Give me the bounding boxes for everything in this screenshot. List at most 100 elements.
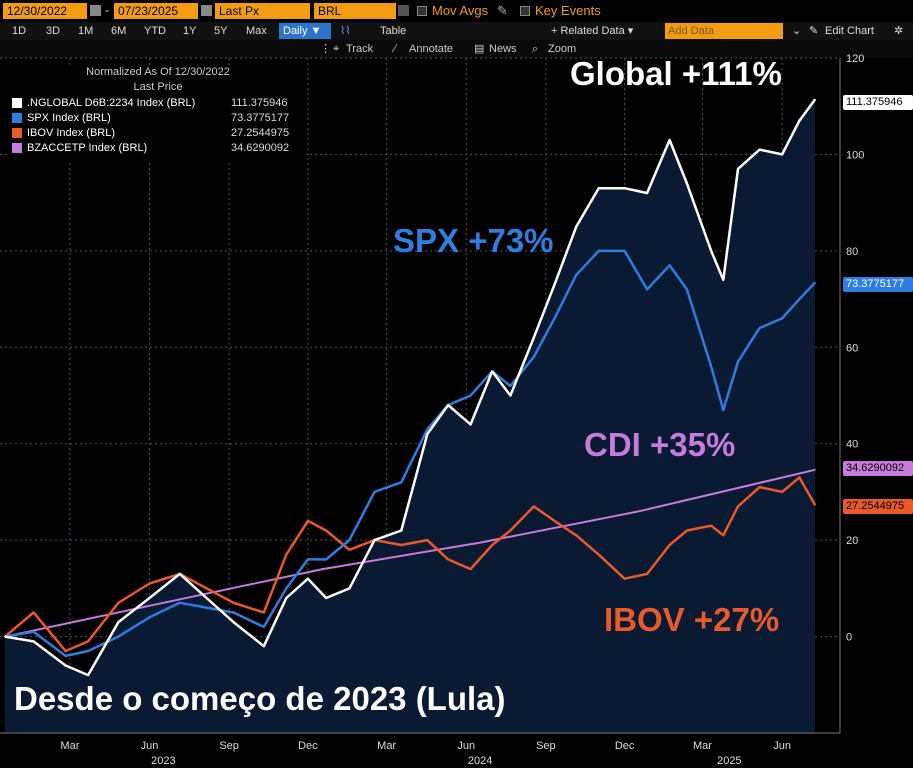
range-1d[interactable]: 1D xyxy=(12,25,27,37)
data-point xyxy=(781,153,783,156)
range-5y[interactable]: 5Y xyxy=(214,25,228,37)
data-point xyxy=(737,360,739,363)
data-point xyxy=(232,611,235,614)
legend-value: 73.3775177 xyxy=(231,112,290,124)
data-point xyxy=(668,139,671,141)
legend-swatch xyxy=(12,128,22,138)
data-point xyxy=(285,553,288,556)
range-3d[interactable]: 3D xyxy=(46,25,61,37)
axes: 0 20 40 60 80 100 120 Mar Jun Sep Dec Mar Jun Sep Dec M… xyxy=(0,53,864,767)
data-point xyxy=(447,404,449,406)
legend-subtitle: Last Price xyxy=(133,81,183,93)
data-point xyxy=(575,226,577,228)
range-6m[interactable]: 6M xyxy=(111,25,127,37)
chart-caption: Desde o começo de 2023 (Lula) xyxy=(14,680,506,717)
annotate-icon[interactable]: ⁄ xyxy=(394,43,396,55)
related-data-button[interactable]: + Related Data ▾ xyxy=(551,25,634,37)
data-point xyxy=(348,539,351,541)
data-point xyxy=(263,645,265,647)
x-tick-label: Dec xyxy=(298,740,318,752)
data-point xyxy=(553,283,556,286)
track-button[interactable]: Track xyxy=(346,43,374,55)
data-point xyxy=(575,534,577,537)
line-global xyxy=(4,98,817,677)
data-point xyxy=(87,640,89,643)
mov-avgs-checkbox[interactable] xyxy=(417,6,427,16)
data-point xyxy=(710,250,712,252)
field-selector[interactable]: Last Px xyxy=(215,3,310,19)
data-point xyxy=(491,370,494,373)
data-point xyxy=(575,274,577,276)
range-ytd[interactable]: YTD xyxy=(144,25,166,37)
line-chart-icon[interactable]: ⌇⌇ xyxy=(340,25,351,37)
zoom-button[interactable]: Zoom xyxy=(548,43,577,55)
legend-item-ibov[interactable]: IBOV Index (BRL) 27.2544975 xyxy=(12,126,304,140)
track-icon[interactable]: ⌖ xyxy=(333,43,340,55)
toolbar: 12/30/2022 - 07/23/2025 Last Px BRL Mov … xyxy=(0,0,913,22)
data-point xyxy=(814,98,816,101)
range-max[interactable]: Max xyxy=(246,25,267,37)
data-point xyxy=(205,587,208,590)
data-point xyxy=(758,486,761,488)
data-point xyxy=(479,541,481,544)
last-value-label-cdi: 34.6290092 xyxy=(843,461,913,476)
data-point xyxy=(722,534,725,537)
data-point xyxy=(686,182,688,185)
grip-icon: ⋮ xyxy=(320,43,331,55)
data-point xyxy=(781,317,783,320)
x-year-label: 2025 xyxy=(717,755,741,767)
edit-chart-icon[interactable]: ✎ xyxy=(809,25,819,37)
annotate-button[interactable]: Annotate xyxy=(409,43,454,55)
pencil-icon[interactable]: ✎ xyxy=(497,3,508,18)
data-point xyxy=(597,250,600,252)
legend-item-cdi[interactable]: BZACCETP Index (BRL) 34.6290092 xyxy=(12,141,304,155)
key-events-label[interactable]: Key Events xyxy=(535,3,601,18)
data-point xyxy=(205,597,208,599)
data-point xyxy=(597,187,600,189)
key-events-checkbox[interactable] xyxy=(520,6,530,16)
data-point xyxy=(469,423,472,426)
edit-chart-button[interactable]: Edit Chart xyxy=(825,25,874,37)
data-point xyxy=(509,529,512,532)
table-button[interactable]: Table xyxy=(380,25,407,37)
legend-value: 34.6290092 xyxy=(231,142,290,154)
x-tick-label: Mar xyxy=(693,740,712,752)
data-point xyxy=(426,539,429,541)
x-tick-label: Jun xyxy=(141,740,159,752)
area-fill-global xyxy=(5,99,815,733)
data-point xyxy=(162,602,165,604)
range-1y[interactable]: 1Y xyxy=(183,25,197,37)
data-point xyxy=(373,539,376,541)
data-point xyxy=(597,553,600,556)
annotation-spx: SPX +73% xyxy=(393,222,554,259)
range-1m[interactable]: 1M xyxy=(78,25,94,37)
news-icon[interactable]: ▤ xyxy=(474,43,485,55)
data-point xyxy=(325,529,327,532)
mov-avgs-label[interactable]: Mov Avgs xyxy=(432,3,489,18)
zoom-icon[interactable]: ⌕ xyxy=(532,43,539,55)
currency-selector[interactable]: BRL xyxy=(314,3,396,19)
news-button[interactable]: News xyxy=(489,43,517,55)
data-point xyxy=(447,558,449,561)
x-tick-label: Sep xyxy=(536,740,556,752)
data-point xyxy=(321,568,324,570)
calendar-icon[interactable] xyxy=(201,5,212,16)
x-tick-label: Jun xyxy=(773,740,791,752)
gear-icon[interactable]: ✲ xyxy=(894,25,904,37)
start-date-input[interactable]: 12/30/2022 xyxy=(3,3,87,19)
end-date-input[interactable]: 07/23/2025 xyxy=(114,3,198,19)
x-year-label: 2023 xyxy=(151,755,175,767)
data-point xyxy=(4,635,6,638)
calendar-icon[interactable] xyxy=(90,5,101,16)
periodicity-selector[interactable]: Daily ▼ xyxy=(279,23,331,39)
legend-label: BZACCETP Index (BRL) xyxy=(25,141,150,155)
add-data-input[interactable]: Add Data xyxy=(665,23,783,39)
data-point xyxy=(117,621,120,623)
data-point xyxy=(668,544,671,546)
dropdown-icon[interactable] xyxy=(398,5,409,16)
data-point xyxy=(400,544,403,546)
legend-item-spx[interactable]: SPX Index (BRL) 73.3775177 xyxy=(12,111,304,125)
y-tick-label: 80 xyxy=(846,246,858,258)
legend-item-global[interactable]: .NGLOBAL D6B:2234 Index (BRL) 111.375946 xyxy=(12,96,304,110)
chevron-down-icon[interactable]: ⌄ xyxy=(792,25,802,37)
